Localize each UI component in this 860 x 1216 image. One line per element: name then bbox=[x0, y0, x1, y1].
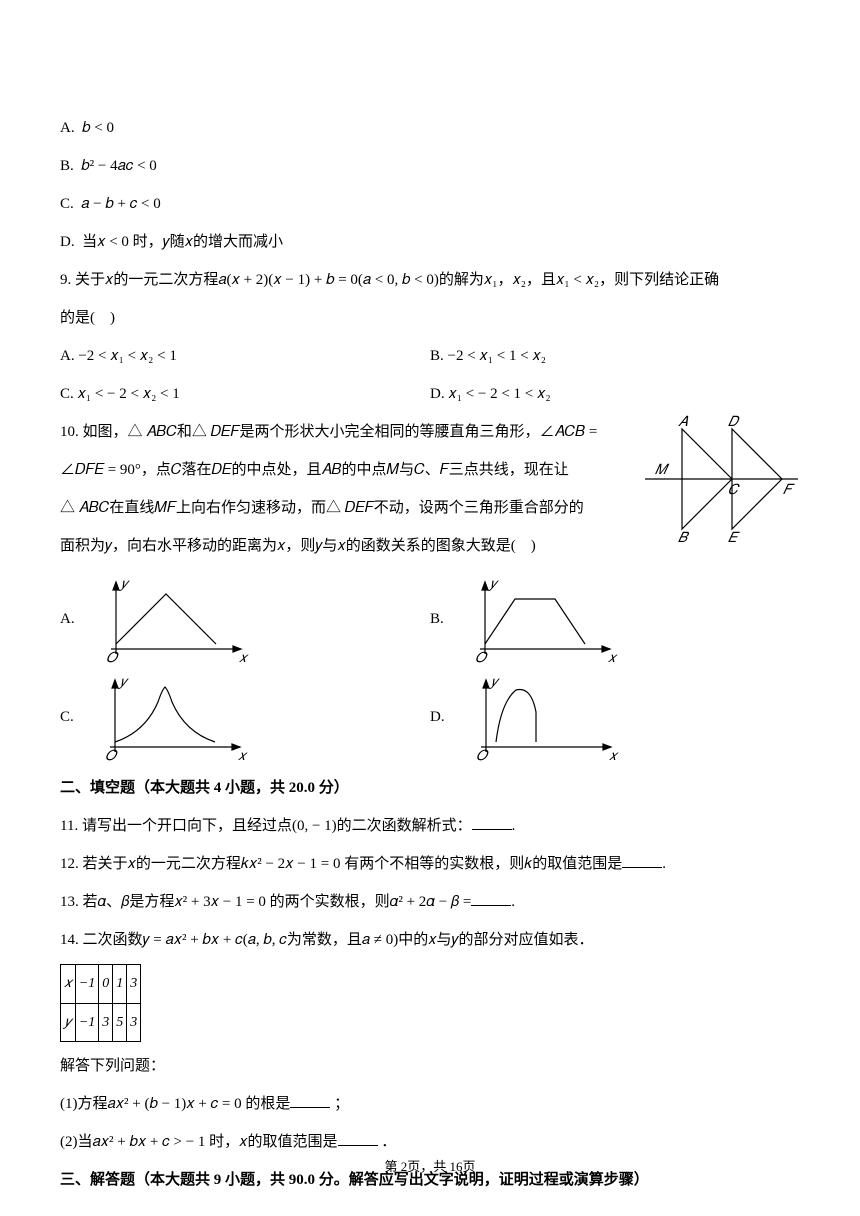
triangles-icon: 𝐴 𝐵 𝐶 𝐷 𝐸 𝐹 𝑀 bbox=[640, 414, 800, 544]
q9-opt-a: A. −2 < 𝑥₁ < 𝑥₂ < 1 bbox=[60, 338, 430, 374]
q8-opt-c: C. 𝑎 − 𝑏 + 𝑐 < 0 bbox=[60, 186, 800, 222]
graph-c-icon: 𝑂 𝑥 𝑦 bbox=[90, 672, 250, 762]
label-E: 𝐸 bbox=[728, 531, 740, 544]
q14-stem: 14. 二次函数𝑦 = 𝑎𝑥² + 𝑏𝑥 + 𝑐(𝑎, 𝑏, 𝑐为常数，且𝑎 ≠… bbox=[60, 922, 800, 958]
q8-d-text: 当𝑥 < 0 时，𝑦随𝑥的增大而减小 bbox=[82, 234, 283, 250]
svg-text:𝑦: 𝑦 bbox=[489, 675, 500, 690]
q14-p1: (1)方程𝑎𝑥² + (𝑏 − 1)𝑥 + 𝑐 = 0 的根是 ； bbox=[60, 1086, 800, 1122]
table-row: 𝑥 −1 0 1 3 bbox=[61, 965, 141, 1004]
q13-end: . bbox=[511, 894, 515, 910]
table-row: 𝑦 −1 3 5 3 bbox=[61, 1003, 141, 1042]
label-A: 𝐴 bbox=[678, 415, 689, 430]
q10-letter-a: A. bbox=[60, 601, 75, 637]
q8-opt-d: D. 当𝑥 < 0 时，𝑦随𝑥的增大而减小 bbox=[60, 224, 800, 260]
q10-figure: 𝐴 𝐵 𝐶 𝐷 𝐸 𝐹 𝑀 bbox=[630, 414, 800, 566]
q14-after: 解答下列问题： bbox=[60, 1048, 800, 1084]
q8-b-text: 𝑏² − 4𝑎𝑐 < 0 bbox=[81, 158, 157, 174]
q11-text: 11. 请写出一个开口向下，且经过点(0, − 1)的二次函数解析式： bbox=[60, 818, 472, 834]
q10-graph-c: C. 𝑂 𝑥 𝑦 bbox=[60, 672, 430, 762]
label-D: 𝐷 bbox=[728, 415, 740, 430]
q10-graph-b: B. 𝑂 𝑥 𝑦 bbox=[430, 574, 800, 664]
q8-opt-a: A. 𝑏 < 0 bbox=[60, 110, 800, 146]
blank-q11 bbox=[472, 829, 512, 830]
blank-q12 bbox=[622, 867, 662, 868]
blank-q14-2 bbox=[338, 1145, 378, 1146]
q8-a-text: 𝑏 < 0 bbox=[82, 120, 114, 136]
svg-text:𝑥: 𝑥 bbox=[608, 651, 618, 664]
q12-end: . bbox=[662, 856, 666, 872]
q10-graphs-row2: C. 𝑂 𝑥 𝑦 D. 𝑂 𝑥 bbox=[60, 672, 800, 762]
q10-graph-d: D. 𝑂 𝑥 𝑦 bbox=[430, 672, 800, 762]
q9-stem: 9. 关于𝑥的一元二次方程𝑎(𝑥 + 2)(𝑥 − 1) + 𝑏 = 0(𝑎 <… bbox=[60, 262, 800, 298]
blank-q14-1 bbox=[290, 1107, 330, 1108]
q11: 11. 请写出一个开口向下，且经过点(0, − 1)的二次函数解析式：. bbox=[60, 808, 800, 844]
label-F: 𝐹 bbox=[783, 483, 795, 498]
q10-graphs-row1: A. 𝑂 𝑥 𝑦 B. 𝑂 𝑥 bbox=[60, 574, 800, 664]
q14-p1-end: ； bbox=[334, 1096, 349, 1112]
svg-text:𝑥: 𝑥 bbox=[239, 651, 249, 664]
svg-text:𝑂: 𝑂 bbox=[106, 651, 119, 664]
svg-text:𝑂: 𝑂 bbox=[475, 651, 488, 664]
q10-letter-b: B. bbox=[430, 601, 444, 637]
q12: 12. 若关于𝑥的一元二次方程𝑘𝑥² − 2𝑥 − 1 = 0 有两个不相等的实… bbox=[60, 846, 800, 882]
q9-opts-row1: A. −2 < 𝑥₁ < 𝑥₂ < 1 B. −2 < 𝑥₁ < 1 < 𝑥₂ bbox=[60, 338, 800, 374]
label-M: 𝑀 bbox=[655, 463, 670, 478]
graph-b-icon: 𝑂 𝑥 𝑦 bbox=[460, 574, 620, 664]
svg-text:𝑥: 𝑥 bbox=[609, 749, 619, 762]
page-footer: 第 2页，共 16页 bbox=[0, 1151, 860, 1182]
q10-graph-a: A. 𝑂 𝑥 𝑦 bbox=[60, 574, 430, 664]
q8-c-text: 𝑎 − 𝑏 + 𝑐 < 0 bbox=[81, 196, 161, 212]
graph-a-icon: 𝑂 𝑥 𝑦 bbox=[91, 574, 251, 664]
q10-l2: ∠𝐷𝐹𝐸 = 90°，点𝐶落在𝐷𝐸的中点处，且𝐴𝐵的中点𝑀与𝐶、𝐹三点共线，现在… bbox=[60, 452, 630, 488]
q14-p2-end: ． bbox=[381, 1134, 396, 1150]
q10-letter-c: C. bbox=[60, 699, 74, 735]
q13: 13. 若𝛼、𝛽是方程𝑥² + 3𝑥 − 1 = 0 的两个实数根，则𝛼² + … bbox=[60, 884, 800, 920]
svg-text:𝑥: 𝑥 bbox=[238, 749, 248, 762]
q9-opt-d: D. 𝑥₁ < − 2 < 1 < 𝑥₂ bbox=[430, 376, 800, 412]
graph-d-icon: 𝑂 𝑥 𝑦 bbox=[461, 672, 621, 762]
q13-text: 13. 若𝛼、𝛽是方程𝑥² + 3𝑥 − 1 = 0 的两个实数根，则𝛼² + … bbox=[60, 894, 471, 910]
svg-text:𝑦: 𝑦 bbox=[119, 577, 130, 592]
q9-opts-row2: C. 𝑥₁ < − 2 < 𝑥₂ < 1 D. 𝑥₁ < − 2 < 1 < 𝑥… bbox=[60, 376, 800, 412]
label-C: 𝐶 bbox=[728, 483, 741, 498]
q11-end: . bbox=[512, 818, 516, 834]
q12-text: 12. 若关于𝑥的一元二次方程𝑘𝑥² − 2𝑥 − 1 = 0 有两个不相等的实… bbox=[60, 856, 622, 872]
q14-p1-text: (1)方程𝑎𝑥² + (𝑏 − 1)𝑥 + 𝑐 = 0 的根是 bbox=[60, 1096, 290, 1112]
svg-text:𝑦: 𝑦 bbox=[488, 577, 499, 592]
label-B: 𝐵 bbox=[678, 531, 690, 544]
q8-opt-b: B. 𝑏² − 4𝑎𝑐 < 0 bbox=[60, 148, 800, 184]
section2-title: 二、填空题（本大题共 4 小题，共 20.0 分） bbox=[60, 770, 800, 806]
q9-opt-c: C. 𝑥₁ < − 2 < 𝑥₂ < 1 bbox=[60, 376, 430, 412]
q10-l4: 面积为𝑦，向右水平移动的距离为𝑥，则𝑦与𝑥的函数关系的图象大致是( ) bbox=[60, 528, 630, 564]
q10-l3: △ 𝐴𝐵𝐶在直线𝑀𝐹上向右作匀速移动，而△ 𝐷𝐸𝐹不动，设两个三角形重合部分的 bbox=[60, 490, 630, 526]
q9-opt-b: B. −2 < 𝑥₁ < 1 < 𝑥₂ bbox=[430, 338, 800, 374]
svg-text:𝑂: 𝑂 bbox=[476, 749, 489, 762]
svg-text:𝑦: 𝑦 bbox=[118, 675, 129, 690]
q10-l1: 10. 如图，△ 𝐴𝐵𝐶和△ 𝐷𝐸𝐹是两个形状大小完全相同的等腰直角三角形，∠𝐴… bbox=[60, 414, 630, 450]
blank-q13 bbox=[471, 905, 511, 906]
q14-p2-text: (2)当𝑎𝑥² + 𝑏𝑥 + 𝑐 > − 1 时，𝑥的取值范围是 bbox=[60, 1134, 338, 1150]
q9-stem2: 的是( ) bbox=[60, 300, 800, 336]
q10-block: 10. 如图，△ 𝐴𝐵𝐶和△ 𝐷𝐸𝐹是两个形状大小完全相同的等腰直角三角形，∠𝐴… bbox=[60, 414, 800, 566]
svg-text:𝑂: 𝑂 bbox=[105, 749, 118, 762]
q14-table: 𝑥 −1 0 1 3 𝑦 −1 3 5 3 bbox=[60, 964, 141, 1042]
q10-letter-d: D. bbox=[430, 699, 445, 735]
